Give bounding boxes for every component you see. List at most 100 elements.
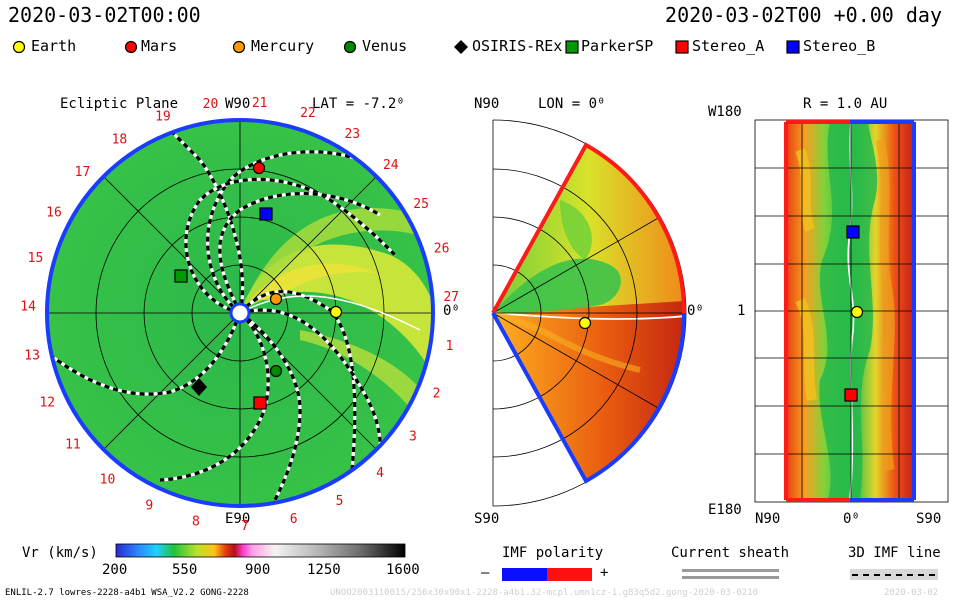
legend-osiris-label: OSIRIS-REx [472, 37, 563, 55]
legend-earth-label: Earth [31, 37, 77, 55]
footer-left: ENLIL-2.7 lowres-2228-a4b1 WSA_V2.2 GONG… [5, 588, 249, 598]
sector-label-12: 12 [39, 396, 55, 411]
legend-mercury-label: Mercury [251, 37, 315, 55]
legend-parker-marker [565, 40, 579, 54]
imf-minus-label: – [481, 565, 490, 581]
ecliptic-right-label: 0⁰ [443, 303, 460, 319]
ecliptic-sun [229, 302, 251, 324]
meridional-top-label: N90 [474, 96, 500, 112]
radial-x-label-0: 0⁰ [843, 511, 860, 527]
imf-polarity-title: IMF polarity [502, 545, 604, 561]
ecliptic-earth [329, 305, 343, 319]
ecliptic-mercury [269, 292, 283, 306]
sector-label-25: 25 [413, 197, 429, 212]
ecliptic-top-label: W90 [225, 96, 251, 112]
legend-stereob-label: Stereo_B [803, 37, 876, 55]
sector-label-16: 16 [46, 205, 62, 220]
radial-panel [754, 119, 949, 503]
imf-line-background [850, 569, 938, 580]
legend-stereoa-marker [675, 40, 689, 54]
current-sheath-line-1 [682, 569, 779, 572]
sector-label-9: 9 [145, 499, 153, 514]
sector-label-1: 1 [446, 339, 454, 354]
sector-label-27: 27 [443, 290, 459, 305]
colorbar-tick-900: 900 [245, 562, 271, 578]
legend-mars-label: Mars [141, 37, 178, 55]
sector-label-2: 2 [433, 386, 441, 401]
ecliptic-boundary [45, 118, 435, 508]
colorbar [115, 543, 406, 558]
right-timestamp: 2020-03-02T00 +0.00 day [665, 3, 942, 27]
sector-label-7: 7 [241, 519, 249, 534]
ecliptic-parker [174, 269, 188, 283]
colorbar-tick-1250: 1250 [307, 562, 341, 578]
colorbar-tick-550: 550 [172, 562, 198, 578]
sector-label-17: 17 [75, 165, 91, 180]
ecliptic-lat: LAT = -7.2⁰ [312, 96, 405, 112]
radial-mid-left-label: 1 [737, 303, 746, 319]
imf-positive-bar [547, 568, 592, 581]
ecliptic-stereo-a [253, 396, 267, 410]
legend-earth-marker [12, 40, 26, 54]
meridional-bottom-label: S90 [474, 511, 500, 527]
sector-label-4: 4 [376, 466, 384, 481]
radial-top-left-label: W180 [708, 104, 742, 120]
radial-earth [850, 305, 864, 319]
radial-stereo-b [846, 225, 860, 239]
current-sheath-line-2 [682, 576, 779, 579]
legend-venus-marker [343, 40, 357, 54]
sector-label-6: 6 [290, 512, 298, 527]
ecliptic-stereo-b [259, 207, 273, 221]
footer-center: UNOO2003110015/256x30x90x1-2228-a4b1.32-… [330, 588, 759, 598]
legend-mercury-marker [232, 40, 246, 54]
colorbar-label: Vr (km/s) [22, 545, 98, 561]
ecliptic-bottom-label: E90 [225, 511, 251, 527]
legend-stereob-marker [786, 40, 800, 54]
footer-right: 2020-03-02 [884, 588, 939, 598]
sector-label-13: 13 [24, 349, 40, 364]
imf-plus-label: + [600, 565, 609, 581]
imf-line-title: 3D IMF line [848, 545, 941, 561]
radial-x-label-n90: N90 [755, 511, 781, 527]
ecliptic-mars [252, 161, 266, 175]
ecliptic-title: Ecliptic Plane [60, 96, 179, 112]
radial-bottom-left-label: E180 [708, 502, 742, 518]
sector-label-11: 11 [65, 438, 81, 453]
legend-osiris-marker [454, 40, 468, 54]
sector-label-10: 10 [100, 473, 116, 488]
radial-x-label-s90: S90 [916, 511, 942, 527]
radial-stereo-a [844, 388, 858, 402]
current-sheath-title: Current sheath [671, 545, 790, 561]
sector-label-8: 8 [192, 514, 200, 529]
sector-label-5: 5 [336, 494, 344, 509]
sector-label-26: 26 [434, 242, 450, 257]
body-legend: Earth Mars Mercury Venus OSIRIS-REx Park… [0, 36, 960, 58]
ecliptic-osiris [191, 378, 207, 396]
sector-label-19: 19 [155, 110, 171, 125]
sector-label-15: 15 [28, 251, 44, 266]
sector-label-23: 23 [344, 127, 360, 142]
sector-label-3: 3 [409, 430, 417, 445]
meridional-earth [578, 316, 592, 330]
legend-venus-label: Venus [362, 37, 408, 55]
left-timestamp: 2020-03-02T00:00 [8, 3, 201, 27]
colorbar-tick-1600: 1600 [386, 562, 420, 578]
legend-mars-marker [124, 40, 138, 54]
ecliptic-imf-lines [49, 123, 397, 501]
colorbar-tick-200: 200 [102, 562, 128, 578]
sector-label-22: 22 [300, 106, 316, 121]
legend-parker-label: ParkerSP [581, 37, 654, 55]
sector-label-21: 21 [252, 96, 268, 111]
radial-title: R = 1.0 AU [803, 96, 888, 112]
sector-label-24: 24 [383, 158, 399, 173]
meridional-right-label: 0⁰ [687, 303, 704, 319]
sector-label-18: 18 [112, 133, 128, 148]
sector-label-20: 20 [203, 97, 219, 112]
legend-stereoa-label: Stereo_A [692, 37, 765, 55]
sector-label-14: 14 [20, 300, 36, 315]
meridional-lon: LON = 0⁰ [538, 96, 606, 112]
ecliptic-venus [269, 364, 283, 378]
